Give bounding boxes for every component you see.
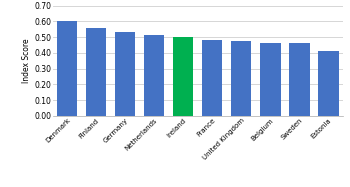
Y-axis label: Index Score: Index Score — [22, 39, 32, 83]
Bar — [202, 40, 223, 116]
Bar — [57, 21, 77, 116]
Bar — [86, 28, 106, 116]
Bar — [289, 43, 310, 116]
Bar — [260, 43, 281, 116]
Bar — [318, 50, 339, 116]
Bar — [144, 35, 164, 116]
Bar — [115, 32, 135, 116]
Bar — [173, 37, 194, 116]
Bar — [231, 41, 252, 116]
